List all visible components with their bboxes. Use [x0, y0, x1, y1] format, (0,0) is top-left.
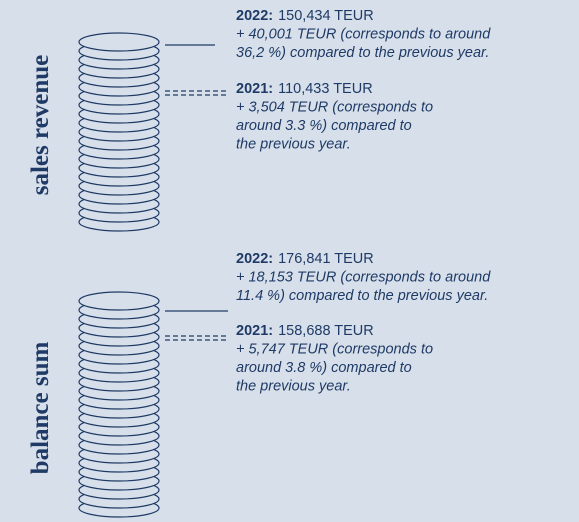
entry-year: 2021:	[236, 323, 273, 339]
entry-year: 2022:	[236, 251, 273, 267]
entry-year: 2021:	[236, 81, 273, 97]
entry-line: + 40,001 TEUR (corresponds to around	[236, 27, 491, 43]
section: sales revenue 2022: 150,434 TEUR + 40,001 T…	[27, 8, 491, 232]
coin-stack	[78, 291, 160, 518]
entry-line: around 3.8 %) compared to	[236, 360, 412, 376]
entry-value: 150,434 TEUR	[278, 8, 374, 24]
entry-value: 158,688 TEUR	[278, 323, 374, 339]
coin	[78, 32, 160, 52]
entry-year: 2022:	[236, 8, 273, 24]
section-label: sales revenue	[27, 55, 54, 196]
coin-stack	[78, 32, 160, 232]
entry-line: + 5,747 TEUR (corresponds to	[236, 342, 433, 358]
entry-value: 176,841 TEUR	[278, 251, 374, 267]
section-label: balance sum	[27, 341, 54, 474]
entry-line: the previous year.	[236, 379, 351, 395]
entry-heading: 2022: 176,841 TEUR	[236, 251, 374, 267]
entry-line: 11.4 %) compared to the previous year.	[236, 288, 488, 304]
entry-line: the previous year.	[236, 137, 351, 153]
entry-heading: 2022: 150,434 TEUR	[236, 8, 374, 24]
entry-heading: 2021: 110,433 TEUR	[236, 81, 373, 97]
entry-heading: 2021: 158,688 TEUR	[236, 323, 374, 339]
section: balance sum 2022: 176,841 TEUR + 18,153 TEU…	[27, 251, 491, 518]
entry-line: + 18,153 TEUR (corresponds to around	[236, 270, 491, 286]
entry-value: 110,433 TEUR	[278, 81, 373, 97]
entry-line: + 3,504 TEUR (corresponds to	[236, 100, 433, 116]
coin	[78, 291, 160, 311]
entry-line: around 3.3 %) compared to	[236, 118, 412, 134]
entry-line: 36,2 %) compared to the previous year.	[236, 45, 489, 61]
